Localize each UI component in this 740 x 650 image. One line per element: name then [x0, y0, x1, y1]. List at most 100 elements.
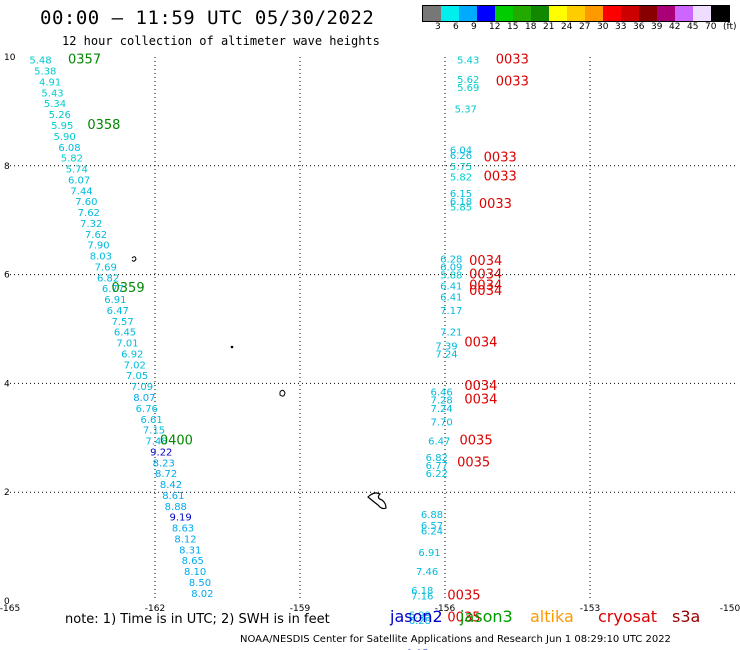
satellite-legend-item: cryosat — [598, 607, 658, 626]
page-subtitle: 12 hour collection of altimeter wave hei… — [62, 34, 380, 48]
swh-label: 7.69 — [95, 262, 117, 273]
swh-label: 5.43 — [457, 56, 479, 67]
swh-label: 7.28 — [431, 396, 453, 407]
x-tick-label: -150 — [720, 604, 740, 614]
swh-label: 6.09 — [440, 262, 462, 273]
time-label: 0358 — [87, 118, 120, 133]
swh-label: 8.31 — [179, 545, 201, 556]
swh-label: 8.10 — [184, 567, 206, 578]
time-label: 0400 — [160, 434, 193, 449]
x-tick-label: -159 — [290, 604, 311, 614]
swh-label: 6.41 — [440, 292, 462, 303]
satellite-legend-item: altika — [530, 607, 574, 626]
swh-label: 7.17 — [440, 306, 462, 317]
island-outline — [230, 345, 234, 349]
swh-label: 6.41 — [440, 281, 462, 292]
swh-label: 6.57 — [421, 521, 443, 532]
swh-label: 7.39 — [435, 341, 457, 352]
colorbar-swatch — [495, 6, 513, 21]
swh-label: 5.82 — [61, 154, 83, 165]
time-label: 0033 — [479, 197, 512, 212]
swh-label: 6.92 — [121, 349, 143, 360]
swh-label: 5.85 — [450, 203, 472, 214]
swh-label: 5.62 — [457, 75, 479, 86]
swh-label: 6.18 — [411, 586, 433, 597]
swh-label: 6.28 — [440, 254, 462, 265]
colorbar-label: 12 — [489, 22, 501, 32]
swh-label: 5.82 — [450, 173, 472, 184]
colorbar-label: 45 — [687, 22, 699, 32]
y-tick-label: 10 — [4, 53, 16, 63]
x-tick-label: -162 — [145, 604, 165, 614]
swh-label: 5.48 — [29, 56, 51, 67]
swh-label: 6.18 — [450, 197, 472, 208]
swh-label: 7.44 — [70, 186, 92, 197]
colorbar-label: 30 — [597, 22, 609, 32]
swh-label: 8.02 — [191, 589, 213, 600]
footnote: note: 1) Time is in UTC; 2) SWH is in fe… — [65, 612, 330, 627]
colorbar-swatch — [657, 6, 675, 21]
y-tick-label: 4 — [4, 379, 10, 389]
colorbar-swatch — [621, 6, 639, 21]
colorbar-label: 33 — [615, 22, 627, 32]
y-tick-label: 2 — [4, 488, 10, 498]
swh-label: 6.91 — [104, 295, 126, 306]
swh-label: 8.23 — [153, 458, 175, 469]
swh-label: 7.32 — [80, 219, 102, 230]
time-label: 0035 — [447, 589, 480, 604]
time-label: 0033 — [496, 53, 529, 68]
time-label: 0033 — [484, 151, 517, 166]
swh-label: 8.65 — [182, 556, 204, 567]
colorbar-swatch — [639, 6, 657, 21]
colorbar-swatch — [675, 6, 693, 21]
colorbar-swatch — [693, 6, 711, 21]
colorbar-label: 27 — [579, 22, 591, 32]
swh-label: 7.21 — [440, 328, 462, 339]
swh-label: 9.05 — [406, 649, 428, 650]
swh-label: 6.24 — [421, 526, 443, 537]
time-label: 0035 — [460, 434, 493, 449]
colorbar-swatch — [711, 6, 729, 21]
swh-label: 6.47 — [107, 306, 129, 317]
swh-label: 7.24 — [431, 404, 453, 415]
swh-label: 7.05 — [126, 371, 148, 382]
colorbar-swatch — [603, 6, 621, 21]
time-label: 0034 — [469, 254, 502, 269]
swh-label: 7.01 — [116, 339, 138, 350]
island-outline — [367, 492, 387, 510]
time-label: 0359 — [112, 281, 145, 296]
colorbar-label: 3 — [435, 22, 441, 32]
swh-label: 8.88 — [165, 502, 187, 513]
time-label: 0035 — [447, 610, 480, 625]
swh-label: 7.24 — [435, 349, 457, 360]
swh-label: 6.82 — [426, 453, 448, 464]
swh-label: 5.74 — [66, 165, 88, 176]
swh-label: 8.50 — [189, 578, 211, 589]
time-label: 0034 — [464, 393, 497, 408]
swh-label: 5.26 — [49, 110, 71, 121]
colorbar-label: 39 — [651, 22, 663, 32]
swh-label: 6.26 — [450, 151, 472, 162]
swh-label: 6.28 — [409, 616, 431, 627]
swh-label: 7.15 — [143, 426, 165, 437]
swh-label: 6.77 — [102, 284, 124, 295]
colorbar-label: 21 — [543, 22, 555, 32]
time-label: 0034 — [464, 336, 497, 351]
time-label: 0357 — [68, 53, 101, 68]
swh-label: 6.82 — [97, 273, 119, 284]
colorbar-swatch — [441, 6, 459, 21]
colorbar-swatch — [549, 6, 567, 21]
swh-label: 8.12 — [174, 534, 196, 545]
swh-label: 6.45 — [114, 328, 136, 339]
swh-label: 5.90 — [54, 132, 76, 143]
swh-label: 7.62 — [85, 230, 107, 241]
swh-label: 5.43 — [41, 88, 63, 99]
colorbar-label: 9 — [471, 22, 477, 32]
colorbar-label: 70 — [705, 22, 717, 32]
swh-label: 7.02 — [124, 360, 146, 371]
swh-label: 8.61 — [162, 491, 184, 502]
time-label: 0033 — [484, 170, 517, 185]
swh-label: 6.46 — [431, 388, 453, 399]
